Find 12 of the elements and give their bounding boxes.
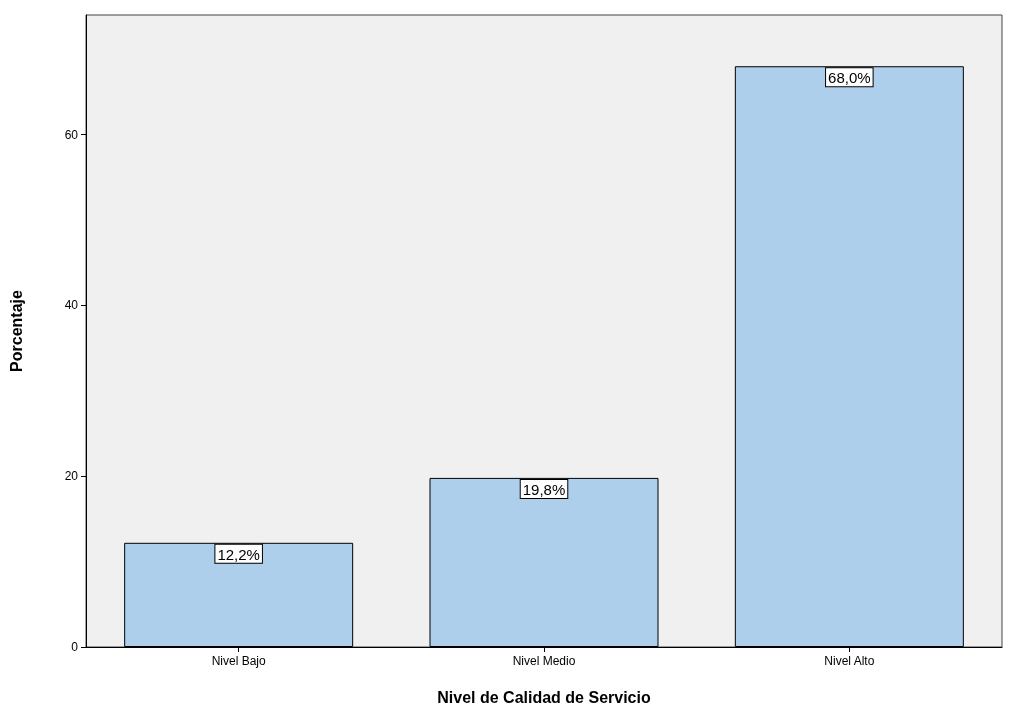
data-label: 19,8% — [522, 480, 566, 498]
y-tick-label: 0 — [71, 640, 79, 654]
y-tick-label: 20 — [64, 469, 79, 484]
y-tick-label: 40 — [64, 298, 79, 313]
x-tick-label: Nivel Bajo — [211, 654, 266, 668]
y-axis-title: Porcentaje — [7, 289, 25, 372]
y-tick-label: 60 — [64, 127, 79, 142]
x-tick-label: Nivel Medio — [512, 654, 576, 668]
x-axis-title: Nivel de Calidad de Servicio — [437, 688, 651, 706]
data-label: 12,2% — [217, 545, 260, 563]
data-label: 68,0% — [828, 69, 871, 87]
x-tick-label: Nivel Alto — [824, 654, 875, 668]
